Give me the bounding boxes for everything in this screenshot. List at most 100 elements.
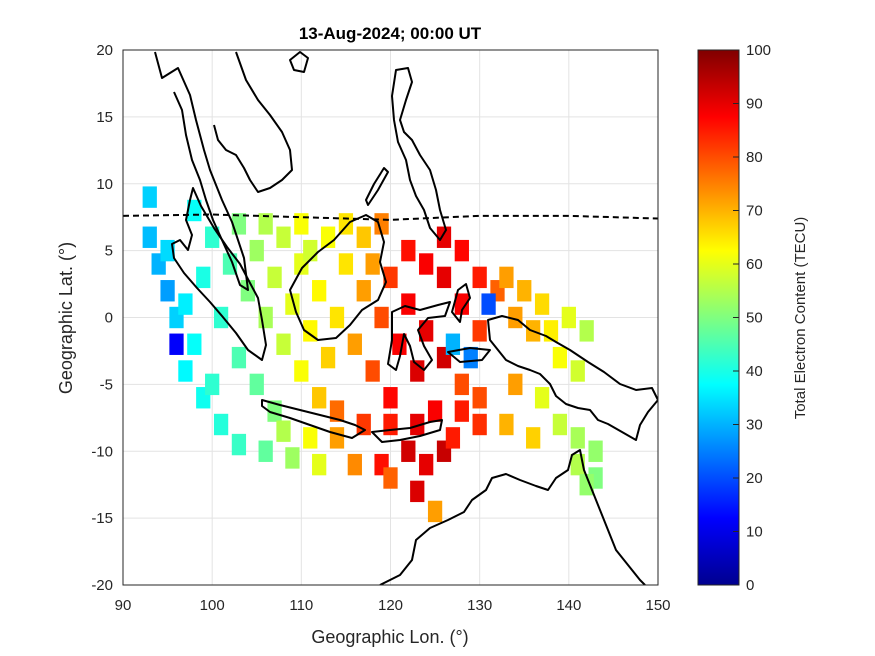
coastline-philippines bbox=[391, 67, 447, 241]
tec-cell bbox=[276, 226, 291, 248]
tec-cell bbox=[187, 199, 202, 222]
tec-cell bbox=[508, 306, 523, 329]
coastline-seram bbox=[447, 347, 491, 363]
y-tick-label: 20 bbox=[96, 42, 113, 59]
colorbar-tick-label: 70 bbox=[746, 203, 763, 220]
tec-cell bbox=[312, 453, 327, 476]
tec-cell bbox=[178, 360, 193, 382]
tec-cell bbox=[338, 253, 354, 275]
tec-cell bbox=[499, 413, 514, 436]
tec-cell bbox=[526, 427, 541, 449]
tec-cell bbox=[142, 186, 157, 208]
tec-cell bbox=[258, 213, 273, 235]
tec-cell bbox=[472, 387, 487, 409]
tec-cell bbox=[312, 387, 327, 409]
tec-cell bbox=[356, 280, 371, 302]
tec-cell bbox=[410, 360, 425, 382]
tec-cell bbox=[401, 293, 416, 315]
coastline-java bbox=[261, 399, 366, 439]
coastline-palawan bbox=[365, 167, 389, 206]
tec-cell bbox=[454, 400, 469, 422]
tec-cell bbox=[347, 453, 362, 476]
y-tick-label: 15 bbox=[96, 109, 113, 126]
tec-cell bbox=[258, 440, 273, 462]
colorbar-tick-label: 40 bbox=[746, 363, 763, 380]
tec-cell bbox=[454, 293, 469, 315]
tec-cell bbox=[517, 280, 532, 302]
colorbar-tick-label: 30 bbox=[746, 417, 763, 434]
tec-cell bbox=[178, 293, 193, 315]
tec-cell bbox=[534, 293, 550, 315]
colorbar-tick-label: 60 bbox=[746, 256, 763, 273]
y-tick-label: -15 bbox=[91, 510, 113, 527]
tec-cell bbox=[570, 360, 585, 382]
tec-cell bbox=[419, 453, 434, 476]
colorbar-tick-label: 10 bbox=[746, 524, 763, 541]
tec-cell bbox=[329, 400, 345, 422]
tec-cell bbox=[160, 239, 175, 262]
tec-cell bbox=[552, 346, 568, 369]
tec-cell bbox=[534, 387, 550, 409]
tec-cell bbox=[231, 346, 247, 369]
tec-cell bbox=[196, 266, 211, 289]
tec-cell bbox=[427, 400, 443, 422]
tec-cell bbox=[436, 226, 452, 248]
coastline-maluku bbox=[451, 283, 471, 323]
tec-cell bbox=[436, 266, 452, 289]
y-axis-label: Geographic Lat. (°) bbox=[56, 242, 76, 394]
tec-cell bbox=[419, 253, 434, 275]
coastline-lesser-sunda bbox=[371, 419, 443, 443]
colorbar bbox=[697, 49, 740, 586]
tec-cell bbox=[463, 346, 478, 369]
coastline-borneo bbox=[289, 214, 387, 341]
tec-cell bbox=[365, 360, 380, 382]
tec-cell bbox=[454, 239, 469, 262]
tec-cell bbox=[169, 333, 184, 355]
coastline-australia bbox=[379, 449, 646, 585]
x-tick-label: 90 bbox=[115, 597, 132, 614]
coastline-indochina bbox=[213, 51, 293, 193]
tec-cell bbox=[312, 280, 327, 302]
tec-cell bbox=[276, 333, 291, 355]
chart-title: 13-Aug-2024; 00:00 UT bbox=[299, 24, 482, 43]
tec-cell bbox=[383, 413, 398, 436]
x-tick-label: 150 bbox=[645, 597, 670, 614]
x-tick-label: 120 bbox=[378, 597, 403, 614]
tec-cell bbox=[383, 266, 398, 289]
tec-cell bbox=[499, 266, 514, 289]
coastline-sumatra bbox=[171, 187, 267, 361]
tec-cell bbox=[276, 420, 291, 442]
tec-cell bbox=[187, 333, 202, 355]
tec-cell bbox=[285, 447, 300, 469]
tec-cell bbox=[294, 360, 309, 382]
tec-cell bbox=[356, 226, 371, 248]
tec-cell bbox=[294, 213, 309, 235]
colorbar-tick-label: 0 bbox=[746, 577, 754, 594]
x-tick-label: 110 bbox=[289, 597, 313, 614]
tec-cell bbox=[588, 440, 603, 462]
tec-cell bbox=[579, 320, 594, 342]
tec-cell bbox=[410, 413, 425, 436]
tec-cell bbox=[508, 373, 523, 396]
coastline-hainan bbox=[289, 51, 309, 73]
tec-cell bbox=[374, 306, 389, 329]
y-tick-label: -20 bbox=[91, 577, 113, 594]
tec-cell bbox=[329, 427, 345, 449]
x-tick-label: 100 bbox=[200, 597, 225, 614]
coastlines bbox=[154, 51, 658, 585]
y-tick-label: -5 bbox=[100, 376, 113, 393]
coastline-sulawesi bbox=[387, 301, 451, 371]
tec-cell bbox=[472, 266, 487, 289]
y-tick-label: 0 bbox=[105, 310, 113, 327]
tec-cell bbox=[570, 427, 585, 449]
coastline-malay-peninsula bbox=[154, 51, 249, 291]
tec-cell bbox=[481, 293, 496, 315]
tec-cell bbox=[303, 427, 318, 449]
tec-cell bbox=[347, 333, 362, 355]
tec-cell bbox=[445, 427, 461, 449]
tec-cell bbox=[365, 253, 380, 275]
tec-cell bbox=[561, 306, 576, 329]
x-axis-label: Geographic Lon. (°) bbox=[311, 627, 468, 647]
tec-cell bbox=[401, 440, 416, 462]
